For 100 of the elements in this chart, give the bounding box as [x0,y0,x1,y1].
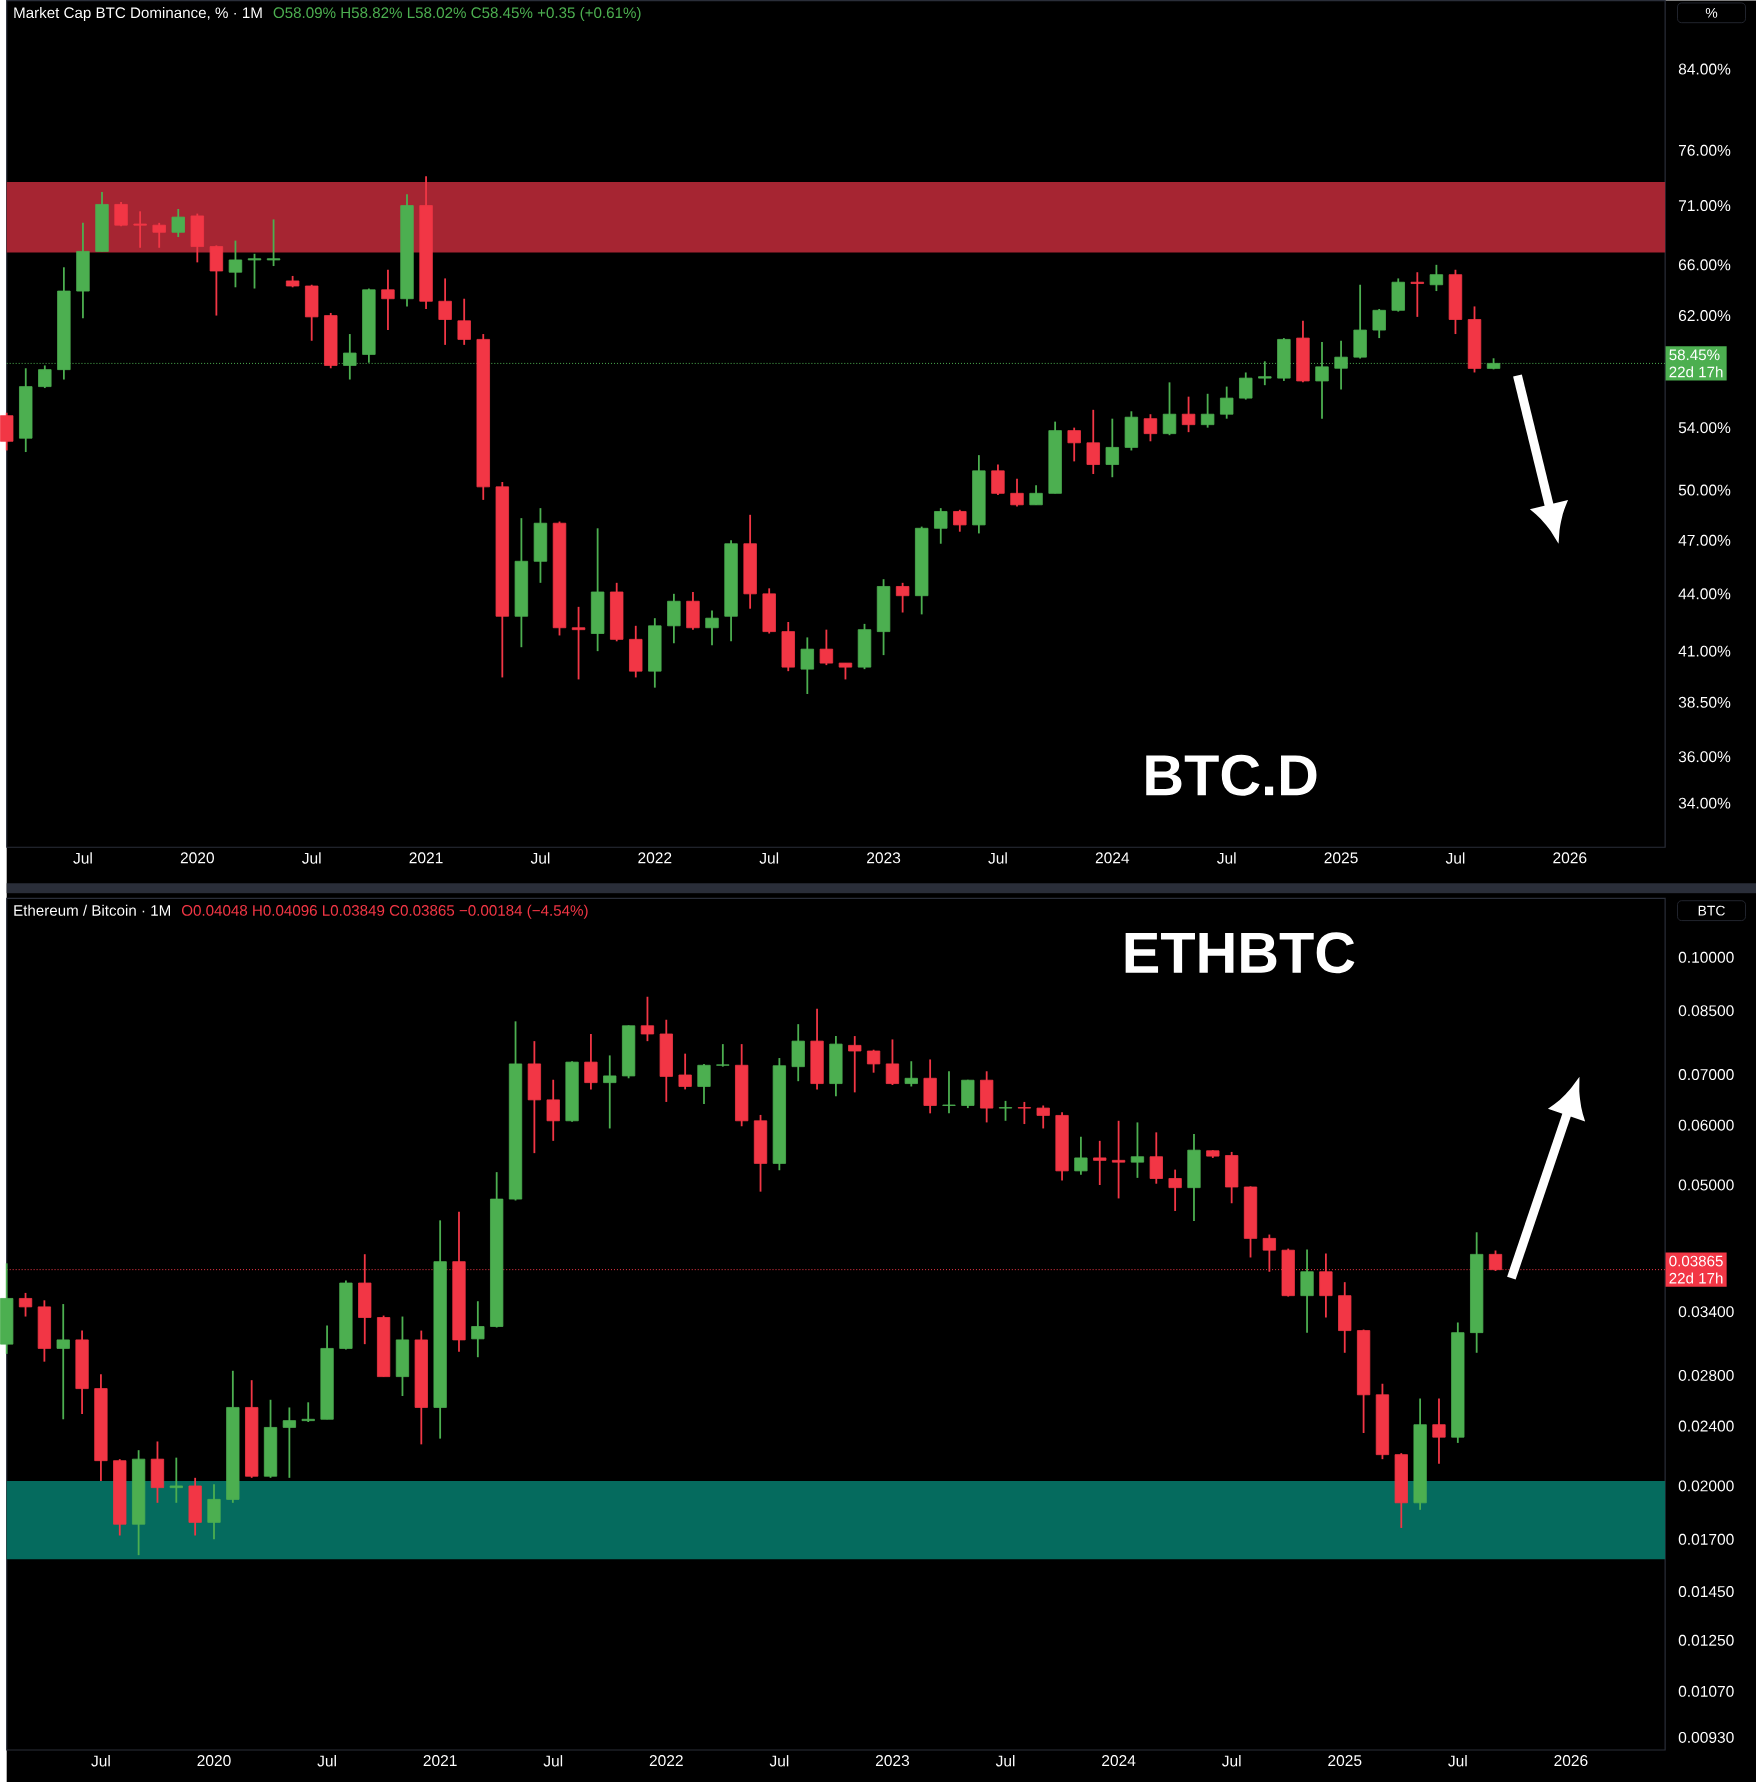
x-tick-label: Jul [1445,852,1465,864]
candlestick [207,1483,221,1541]
x-tick-label: Jul [988,852,1007,864]
candlestick [1239,371,1253,401]
candlestick [228,239,243,289]
y-tick-label: 41.00% [1678,645,1731,657]
candlestick [584,1033,598,1091]
x-tick-label: Jul [769,1755,789,1767]
candlestick [1410,271,1424,318]
candlestick [934,507,948,545]
y-tick-label: 0.01070 [1678,1685,1734,1697]
y-tick-label: 76.00% [1678,144,1731,156]
y-axis-title: % [1705,7,1718,18]
x-tick-label: Jul [301,852,321,864]
candlestick [895,581,910,614]
y-tick-label: 0.01250 [1678,1634,1734,1646]
candlestick [603,1054,617,1130]
candlestick [1093,1139,1107,1186]
y-tick-label: 0.02800 [1678,1369,1734,1381]
candlestick [1010,477,1024,508]
x-tick-label: 2026 [1553,852,1587,864]
candlestick [819,628,834,667]
y-tick-label: 71.00% [1678,200,1731,212]
x-tick-label: 2021 [409,852,443,864]
y-tick-label: 47.00% [1678,534,1731,546]
candlestick [457,297,471,346]
ref-line-label: 0.03865 [1669,1255,1723,1267]
candlestick [904,1060,918,1088]
candlestick [1111,1119,1126,1200]
candlestick [697,1063,711,1105]
y-tick-label: 50.00% [1678,484,1731,496]
candlestick [991,463,1005,496]
candlestick [1372,308,1386,339]
text: 22d 17h [1669,366,1723,378]
y-tick-label: 38.50% [1678,696,1731,708]
candlestick [1219,385,1234,420]
x-tick-label: 2025 [1324,852,1358,864]
candlestick [301,1401,315,1423]
candlestick [1105,417,1119,479]
x-tick-label: Jul [317,1755,336,1767]
candlestick [953,508,967,533]
candlestick [1036,1104,1050,1130]
x-tick-label: 2026 [1554,1755,1588,1767]
candlestick [1300,1248,1314,1334]
candlestick [266,218,281,267]
x-tick-label: Jul [1221,1755,1241,1767]
chart-title: Ethereum / Bitcoin · 1M [14,904,170,916]
y-tick-label: 84.00% [1678,63,1731,75]
candlestick [705,609,719,647]
candlestick [998,1099,1013,1122]
candlestick [471,1300,485,1359]
candlestick [1029,484,1043,506]
candlestick [848,1035,862,1094]
candlestick [56,1303,70,1421]
candlestick [18,1292,33,1318]
candlestick [1168,1168,1182,1212]
y-tick-label: 0.06000 [1678,1119,1734,1131]
y-tick-label: 0.02400 [1678,1420,1734,1432]
candlestick [1200,392,1215,429]
candlestick [1074,1135,1088,1176]
x-tick-label: 2025 [1328,1755,1362,1767]
x-tick-label: 2024 [1095,852,1130,864]
candlestick [1149,1131,1163,1185]
x-tick-label: Jul [995,1755,1015,1767]
candlestick [152,221,166,249]
x-tick-label: 2020 [180,852,214,864]
candlestick [438,277,452,346]
x-tick-label: Jul [91,1755,110,1767]
candlestick [716,1043,730,1068]
ref-line-label: 58.45% [1669,349,1720,361]
y-tick-label: 0.02000 [1678,1480,1734,1492]
candlestick [381,268,395,331]
chart-subtitle: O0.04048 H0.04096 L0.03849 C0.03865 −0.00184 (−4.54%) [181,904,588,919]
candlestick [546,1078,560,1142]
x-tick-label: 2023 [867,852,901,864]
candlestick [1488,1249,1503,1272]
annotation: ETHBTC [1125,932,1355,974]
candlestick [678,1052,692,1091]
candlestick [1130,1121,1145,1179]
x-tick-label: Jul [530,852,550,864]
candlestick [942,1070,956,1115]
candlestick [1017,1101,1031,1125]
x-tick-label: 2022 [638,852,672,864]
y-tick-label: 0.08500 [1678,1005,1734,1017]
x-tick-label: 2022 [649,1755,683,1767]
candlestick [571,605,586,681]
candlestick [1067,426,1081,463]
candlestick [133,210,147,249]
x-tick-label: 2021 [423,1755,457,1767]
x-tick-label: Jul [543,1755,563,1767]
y-tick-label: 0.00930 [1678,1731,1734,1743]
candlestick [171,208,185,238]
candlestick [247,252,262,290]
candlestick [1432,1397,1446,1465]
x-tick-label: Jul [1216,852,1236,864]
y-axis-title: BTC [1698,905,1725,916]
y-tick-label: 0.05000 [1678,1179,1734,1191]
candlestick [1181,395,1196,434]
x-tick-label: 2023 [875,1755,909,1767]
x-tick-label: Jul [73,852,92,864]
